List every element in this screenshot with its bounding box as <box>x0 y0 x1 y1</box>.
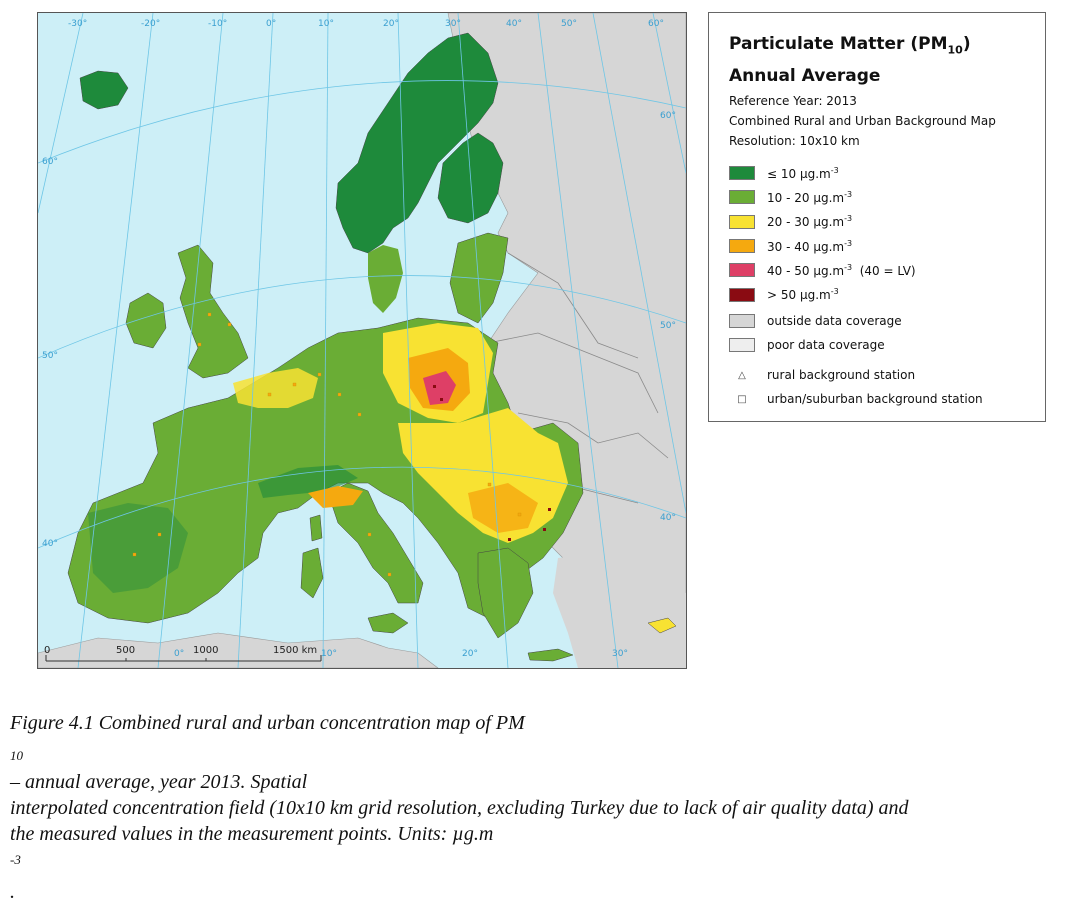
legend-class-item: 20 - 30 μg.m-3 <box>729 210 916 234</box>
legend-class-item: ≤ 10 μg.m-3 <box>729 161 916 185</box>
ireland <box>125 292 167 349</box>
cyprus <box>647 617 677 634</box>
legend-metadata: Reference Year: 2013 Combined Rural and … <box>729 91 996 151</box>
lon-label-top: -20° <box>141 19 161 29</box>
pm10-concentration-map: -30° -20° -10° 0° 10° 20° 30° 40° 50° 60… <box>37 12 687 669</box>
legend-swatch <box>729 190 755 205</box>
figure-caption: Figure 4.1 Combined rural and urban conc… <box>10 710 1072 905</box>
legend-swatch <box>729 287 755 302</box>
legend-swatch <box>729 214 755 229</box>
lat-label-left: 50° <box>42 351 58 361</box>
legend-class-item: 10 - 20 μg.m-3 <box>729 185 916 209</box>
greece <box>477 547 534 639</box>
lon-label-top: -30° <box>68 19 88 29</box>
urban-station-markers <box>132 312 522 577</box>
legend-class-item: > 50 μg.m-3 <box>729 282 916 306</box>
lat-label-right: 50° <box>660 321 676 331</box>
triangle-icon: △ <box>738 369 746 381</box>
lon-label-top: 40° <box>506 19 522 29</box>
sicily <box>367 612 409 634</box>
scandinavia <box>335 32 499 254</box>
high-station-markers <box>433 385 551 541</box>
lat-label-left: 40° <box>42 539 58 549</box>
lon-label-top: -10° <box>208 19 228 29</box>
zone-30-40-balkans <box>468 483 538 533</box>
scale-label: 1500 km <box>273 645 318 656</box>
map-type: Combined Rural and Urban Background Map <box>729 114 996 128</box>
lon-label-bottom: 20° <box>462 649 478 659</box>
square-icon: □ <box>737 393 747 405</box>
lon-label-top: 20° <box>383 19 399 29</box>
legend-swatch <box>729 263 755 278</box>
reference-year: Reference Year: 2013 <box>729 94 857 108</box>
caption-line-3: the measured values in the measurement p… <box>10 823 494 903</box>
crete <box>527 648 574 662</box>
iceland <box>79 70 129 110</box>
lon-label-bottom: 0° <box>174 649 185 659</box>
legend-title: Particulate Matter (PM10) Annual Average <box>729 34 971 87</box>
legend-outside-coverage: outside data coverage <box>729 309 902 333</box>
legend-urban-station: □ urban/suburban background station <box>729 387 982 411</box>
outside-coverage-africa <box>38 632 439 668</box>
sardinia <box>300 547 324 599</box>
lon-label-top: 10° <box>318 19 334 29</box>
legend-swatch <box>729 314 755 328</box>
lon-label-top: 0° <box>266 19 277 29</box>
legend-swatch <box>729 338 755 352</box>
legend-rural-station: △ rural background station <box>729 363 983 387</box>
zone-40-50-poland <box>423 371 456 405</box>
south-sweden <box>368 245 403 313</box>
legend-poor-coverage: poor data coverage <box>729 333 902 357</box>
caption-line-2: interpolated concentration field (10x10 … <box>10 797 909 819</box>
corsica <box>309 514 323 542</box>
scale-label: 0 <box>44 645 51 656</box>
legend-class-item: 30 - 40 μg.m-3 <box>729 234 916 258</box>
outside-coverage-southeast <box>553 553 686 668</box>
lat-label-right: 40° <box>660 513 676 523</box>
graticule <box>38 13 686 668</box>
scale-bar <box>45 655 322 662</box>
alps-dark <box>258 465 358 498</box>
resolution: Resolution: 10x10 km <box>729 134 860 148</box>
legend-classes: ≤ 10 μg.m-3 10 - 20 μg.m-3 20 - 30 μg.m-… <box>729 161 916 307</box>
legend-stations: △ rural background station □ urban/subur… <box>729 363 983 411</box>
map-legend: Particulate Matter (PM10) Annual Average… <box>708 12 1046 422</box>
legend-class-item: 40 - 50 μg.m-3 (40 = LV) <box>729 258 916 282</box>
lon-label-top: 60° <box>648 19 664 29</box>
baltic-states <box>449 232 509 324</box>
scale-label: 500 <box>116 645 136 656</box>
zone-30-40-po-valley <box>308 486 363 508</box>
lon-label-bottom: 30° <box>612 649 628 659</box>
caption-line-1: Figure 4.1 Combined rural and urban conc… <box>10 712 525 793</box>
zone-20-30-north <box>233 368 318 408</box>
lon-label-top: 50° <box>561 19 577 29</box>
lon-label-top: 30° <box>445 19 461 29</box>
legend-coverage: outside data coverage poor data coverage <box>729 309 902 357</box>
legend-swatch <box>729 166 755 181</box>
lon-label-bottom: 10° <box>321 649 337 659</box>
legend-swatch <box>729 239 755 254</box>
lat-label-right: 60° <box>660 111 676 121</box>
scale-label: 1000 <box>193 645 219 656</box>
iberia-dark <box>88 503 188 593</box>
map-canvas <box>38 13 686 668</box>
italy <box>327 482 424 604</box>
lat-label-left: 60° <box>42 157 58 167</box>
